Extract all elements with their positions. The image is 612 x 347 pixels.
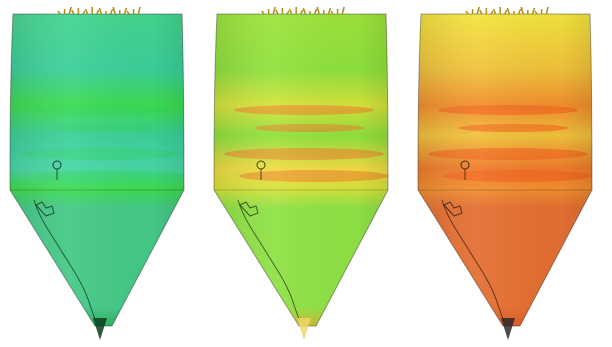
silo-top-debris	[57, 6, 141, 15]
silo-panel-2	[204, 0, 408, 347]
silo-outlet	[501, 318, 515, 340]
hatch-marker	[256, 160, 266, 180]
hatch-marker	[460, 160, 470, 180]
silo-panel-3	[408, 0, 612, 347]
silo-icon	[417, 6, 593, 340]
hatch-marker	[52, 160, 62, 180]
silo-outlet	[297, 318, 311, 340]
silo-panel-1	[0, 0, 204, 347]
silo-top-debris	[465, 6, 549, 15]
silo-icon	[9, 6, 185, 340]
silo-outlet	[93, 318, 107, 340]
silo-icon	[213, 6, 389, 340]
silo-top-debris	[261, 6, 345, 15]
